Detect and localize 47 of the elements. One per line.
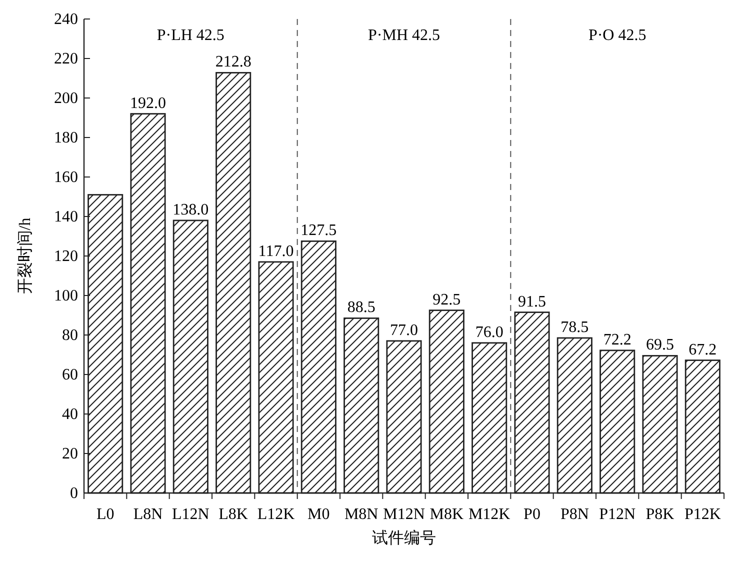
y-tick-label: 200 <box>54 90 78 107</box>
data-label: 72.2 <box>603 331 632 348</box>
x-tick-label: L8K <box>218 506 248 523</box>
data-label: 76.0 <box>475 324 504 341</box>
data-label: 78.5 <box>560 318 589 336</box>
x-tick-label: M8N <box>344 506 379 523</box>
y-tick-label: 40 <box>62 406 78 423</box>
x-tick-label: M0 <box>308 506 330 523</box>
y-tick-label: 20 <box>62 446 78 462</box>
data-label: 92.5 <box>432 291 461 308</box>
data-label: 69.5 <box>646 336 674 354</box>
annotation: P·O 42.5 <box>588 27 646 44</box>
y-axis-title: 开裂时间/h <box>16 218 34 294</box>
data-label: 212.8 <box>215 54 252 71</box>
x-tick-label: P12K <box>684 506 722 523</box>
x-tick-label: M12N <box>383 506 426 523</box>
data-label: 138.0 <box>172 201 209 218</box>
x-tick-label: P12N <box>599 506 636 523</box>
x-tick-label: P8K <box>646 506 675 523</box>
x-tick-label: L12N <box>172 506 210 523</box>
y-tick-label: 160 <box>54 169 78 186</box>
x-tick-label: L0 <box>96 506 114 523</box>
data-label: 67.2 <box>688 341 717 358</box>
y-tick-label: 240 <box>54 11 78 28</box>
data-label: 117.0 <box>258 242 294 260</box>
x-tick-label: P8N <box>560 506 590 523</box>
data-label: 88.5 <box>347 299 376 316</box>
annotation: P·LH 42.5 <box>156 27 224 44</box>
x-tick-label: L12K <box>257 506 296 523</box>
y-tick-label: 0 <box>70 485 78 502</box>
y-tick-label: 220 <box>54 50 78 68</box>
y-tick-label: 80 <box>62 327 78 344</box>
x-tick-label: L8N <box>133 506 164 523</box>
y-tick-label: 60 <box>62 366 78 384</box>
data-label: 77.0 <box>390 322 418 339</box>
x-tick-label: P0 <box>524 506 540 523</box>
x-axis-title: 试件编号 <box>372 529 436 547</box>
y-tick-label: 100 <box>54 288 78 304</box>
y-tick-label: 140 <box>54 208 78 226</box>
x-tick-label: M12K <box>468 506 511 523</box>
y-tick-label: 120 <box>54 248 78 265</box>
data-label: 192.0 <box>130 94 166 112</box>
data-label: 127.5 <box>300 222 337 240</box>
annotation: P·MH 42.5 <box>368 27 440 44</box>
data-label: 91.5 <box>518 293 546 310</box>
y-tick-label: 180 <box>54 130 78 146</box>
x-tick-label: M8K <box>430 506 464 523</box>
